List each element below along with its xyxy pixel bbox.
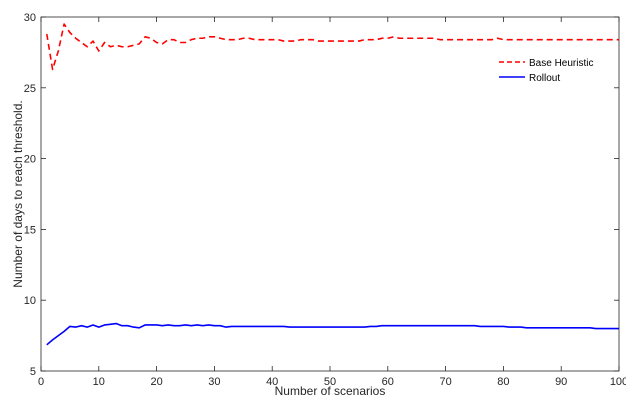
plot-area-frame xyxy=(40,16,620,372)
y-tick-label: 20 xyxy=(24,154,36,166)
y-axis-title: Number of days to reach threshold. xyxy=(11,100,25,287)
x-tick-label: 40 xyxy=(266,376,278,388)
y-tick-labels: 5 10 15 20 25 30 xyxy=(24,12,36,378)
x-tick-label: 0 xyxy=(38,376,44,388)
x-tick-label: 30 xyxy=(208,376,220,388)
y-tick-label: 5 xyxy=(30,366,36,378)
x-tick-label: 90 xyxy=(555,376,567,388)
legend-label-base-heuristic: Base Heuristic xyxy=(529,58,593,69)
series-line-rollout xyxy=(46,322,619,346)
y-tick-label: 15 xyxy=(24,224,36,236)
y-tick-label: 30 xyxy=(24,12,36,24)
legend: Base Heuristic Rollout xyxy=(499,58,593,84)
series-layer xyxy=(45,23,619,346)
x-tick-label: 50 xyxy=(324,376,336,388)
x-axis-title: Number of scenarios xyxy=(275,384,386,398)
x-tick-label: 60 xyxy=(382,376,394,388)
x-tick-label: 70 xyxy=(439,376,451,388)
series-line-base-heuristic xyxy=(45,23,619,71)
y-tick-label: 25 xyxy=(24,83,36,95)
x-tick-label: 20 xyxy=(150,376,162,388)
legend-label-rollout: Rollout xyxy=(529,73,560,84)
x-tick-label: 80 xyxy=(497,376,509,388)
x-tick-labels: 0 10 20 30 40 50 60 70 80 90 100 xyxy=(38,376,626,388)
tick-layer xyxy=(40,16,620,372)
x-tick-label: 100 xyxy=(610,376,626,388)
x-tick-label: 10 xyxy=(93,376,105,388)
y-tick-label: 10 xyxy=(24,295,36,307)
